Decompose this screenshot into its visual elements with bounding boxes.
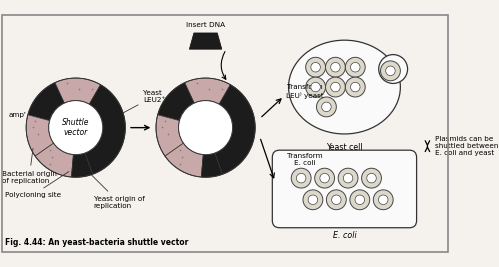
Polygon shape	[215, 85, 255, 174]
Text: Shuttle
vector: Shuttle vector	[62, 118, 89, 137]
Circle shape	[311, 62, 320, 72]
Circle shape	[355, 195, 365, 205]
Text: Insert DNA: Insert DNA	[186, 22, 225, 28]
Polygon shape	[165, 143, 203, 177]
Ellipse shape	[288, 40, 400, 134]
Circle shape	[179, 101, 233, 155]
Circle shape	[326, 190, 346, 210]
Circle shape	[343, 173, 353, 183]
Circle shape	[350, 190, 370, 210]
Circle shape	[362, 168, 381, 188]
Polygon shape	[185, 78, 231, 104]
Circle shape	[308, 195, 318, 205]
Circle shape	[303, 190, 323, 210]
Polygon shape	[71, 153, 93, 177]
Text: Bacterial origin
of replication: Bacterial origin of replication	[2, 148, 57, 184]
Text: Fig. 4.44: An yeast-bacteria shuttle vector: Fig. 4.44: An yeast-bacteria shuttle vec…	[4, 238, 188, 247]
Circle shape	[49, 101, 103, 155]
Circle shape	[291, 168, 311, 188]
Text: E. coli: E. coli	[333, 231, 356, 240]
Circle shape	[320, 173, 329, 183]
Polygon shape	[189, 33, 222, 49]
Circle shape	[311, 82, 320, 92]
Text: Plasmids can be
shuttled between
E. coli and yeast: Plasmids can be shuttled between E. coli…	[435, 136, 498, 156]
Circle shape	[316, 97, 336, 117]
Text: Yeast origin of
replication: Yeast origin of replication	[91, 175, 145, 209]
Polygon shape	[158, 83, 194, 121]
Circle shape	[325, 57, 345, 77]
Text: Transform
LEU⁾ yeast: Transform LEU⁾ yeast	[286, 84, 324, 99]
Polygon shape	[201, 153, 223, 177]
Text: Transform
E. coli: Transform E. coli	[287, 153, 322, 166]
Circle shape	[367, 173, 376, 183]
Circle shape	[379, 54, 408, 84]
Circle shape	[338, 168, 358, 188]
Circle shape	[315, 168, 334, 188]
Circle shape	[306, 77, 325, 97]
FancyBboxPatch shape	[272, 150, 417, 228]
Circle shape	[381, 61, 400, 81]
Circle shape	[373, 190, 393, 210]
Circle shape	[331, 195, 341, 205]
Circle shape	[350, 62, 360, 72]
Text: Yeast cell: Yeast cell	[326, 143, 363, 152]
Polygon shape	[26, 115, 53, 156]
Circle shape	[325, 77, 345, 97]
Polygon shape	[35, 143, 73, 177]
Circle shape	[322, 102, 331, 112]
Polygon shape	[156, 115, 184, 156]
Circle shape	[331, 62, 340, 72]
Text: ampʳ: ampʳ	[9, 112, 27, 118]
Circle shape	[331, 82, 340, 92]
Circle shape	[345, 77, 365, 97]
Polygon shape	[85, 85, 125, 174]
Circle shape	[386, 66, 395, 76]
Text: Polycloning site: Polycloning site	[4, 171, 69, 198]
Circle shape	[296, 173, 306, 183]
Circle shape	[345, 57, 365, 77]
Circle shape	[350, 82, 360, 92]
Circle shape	[378, 195, 388, 205]
Circle shape	[306, 57, 325, 77]
Text: Yeast
LEU2⁺: Yeast LEU2⁺	[123, 89, 166, 113]
Polygon shape	[55, 78, 100, 104]
Polygon shape	[28, 83, 64, 121]
